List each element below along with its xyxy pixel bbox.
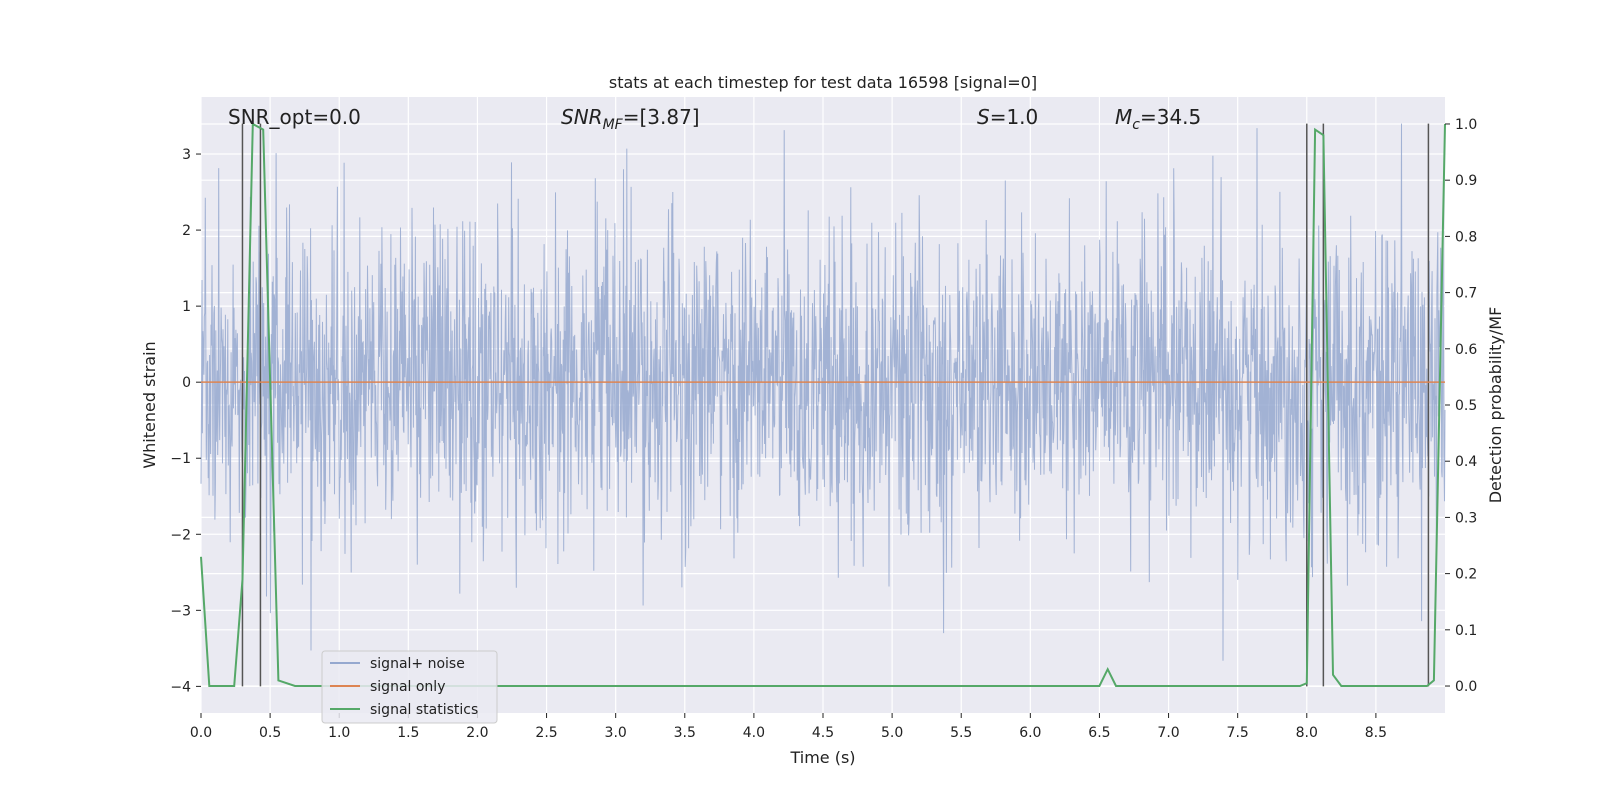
y-right-tick-label: 0.5 <box>1455 398 1477 414</box>
y-right-tick-label: 0.4 <box>1455 454 1477 470</box>
annotation-snr-mf-sub: MF <box>603 117 624 133</box>
x-tick-label: 7.5 <box>1227 725 1249 741</box>
y-tick-label: 3 <box>182 147 191 163</box>
x-tick-label: 4.5 <box>812 725 834 741</box>
x-tick-label: 6.5 <box>1088 725 1110 741</box>
x-tick-label: 5.0 <box>881 725 903 741</box>
x-axis-ticks: 0.0 0.5 1.0 1.5 2.0 2.5 3.0 3.5 4.0 4.5 5.0 5.5 6.0 6… <box>190 713 1387 741</box>
y-right-axis-ticks: 1.0 0.9 0.8 0.7 0.6 0.5 0.4 0.3 0.2 0.1 0.0 <box>1445 117 1477 695</box>
x-tick-label: 8.0 <box>1296 725 1318 741</box>
series-signal-noise <box>200 123 1446 661</box>
y-axis-ticks: 3 2 1 0 −1 −2 −3 −4 <box>170 147 201 695</box>
y-tick-label: −3 <box>170 603 191 619</box>
x-tick-label: 4.0 <box>743 725 765 741</box>
annotation-mc-sub: c <box>1132 117 1140 133</box>
annotation-mc-main: M <box>1115 105 1132 129</box>
x-axis-label: Time (s) <box>789 748 855 767</box>
legend: signal+ noise signal only signal statist… <box>321 650 498 724</box>
y-right-tick-label: 0.3 <box>1455 510 1477 526</box>
legend-label-signal-statistics: signal statistics <box>370 702 478 718</box>
x-tick-label: 2.5 <box>535 725 557 741</box>
annotation-mc: Mc=34.5 <box>1115 105 1201 133</box>
x-tick-label: 8.5 <box>1365 725 1387 741</box>
y-right-tick-label: 1.0 <box>1455 117 1477 133</box>
y-right-tick-label: 0.2 <box>1455 567 1477 583</box>
x-tick-label: 6.0 <box>1019 725 1041 741</box>
annotation-s-rest: =1.0 <box>990 105 1039 129</box>
y-right-tick-label: 0.9 <box>1455 173 1477 189</box>
chart-title: stats at each timestep for test data 165… <box>609 73 1037 92</box>
y-tick-label: 2 <box>182 223 191 239</box>
y-right-tick-label: 0.1 <box>1455 623 1477 639</box>
legend-label-signal-noise: signal+ noise <box>370 656 465 672</box>
annotation-snr-mf-rest: =[3.87] <box>623 105 700 129</box>
legend-label-signal-only: signal only <box>370 679 445 695</box>
x-tick-label: 0.0 <box>190 725 212 741</box>
annotation-s-main: S <box>977 105 990 129</box>
y-tick-label: −1 <box>170 451 191 467</box>
y-right-tick-label: 0.0 <box>1455 679 1477 695</box>
y-tick-label: 1 <box>182 299 191 315</box>
vertical-markers <box>241 123 1430 687</box>
x-tick-label: 1.0 <box>328 725 350 741</box>
signal-noise-line <box>200 123 1446 661</box>
y-tick-label: −4 <box>170 679 191 695</box>
annotation-snr-mf-main: SNR <box>561 105 603 129</box>
annotation-s: S=1.0 <box>977 105 1038 129</box>
signal-statistics-line <box>200 122 1446 687</box>
y-right-axis-label: Detection probability/MF <box>1486 307 1505 504</box>
x-tick-label: 3.5 <box>674 725 696 741</box>
annotation-snr-mf: SNRMF=[3.87] <box>561 105 700 133</box>
x-tick-label: 0.5 <box>259 725 281 741</box>
y-right-tick-label: 0.8 <box>1455 229 1477 245</box>
x-tick-label: 1.5 <box>397 725 419 741</box>
y-right-tick-label: 0.7 <box>1455 286 1477 302</box>
series-signal-statistics <box>200 122 1446 687</box>
x-tick-label: 2.0 <box>466 725 488 741</box>
annotation-mc-rest: =34.5 <box>1140 105 1201 129</box>
annotation-snr-opt: SNR_opt=0.0 <box>228 105 361 129</box>
y-tick-label: 0 <box>182 375 191 391</box>
y-axis-label: Whitened strain <box>140 341 159 468</box>
y-tick-label: −2 <box>170 527 191 543</box>
y-right-tick-label: 0.6 <box>1455 342 1477 358</box>
x-tick-label: 5.5 <box>950 725 972 741</box>
x-tick-label: 3.0 <box>605 725 627 741</box>
x-tick-label: 7.0 <box>1157 725 1179 741</box>
legend-box <box>321 650 498 724</box>
